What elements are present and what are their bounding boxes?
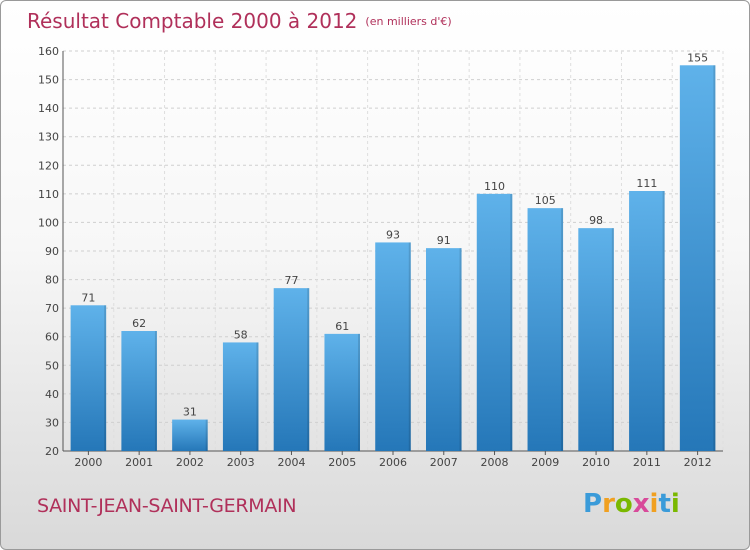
- bar-2002: [172, 419, 208, 451]
- value-label-2003: 58: [234, 328, 248, 341]
- y-tick-label: 130: [38, 131, 59, 144]
- x-tick-label-2003: 2003: [227, 456, 255, 469]
- title-unit: (en milliers d'€): [365, 15, 452, 28]
- x-tick-label-2002: 2002: [176, 456, 204, 469]
- bar-2000: [70, 305, 107, 451]
- bar-edge-2002: [205, 419, 208, 451]
- bar-edge-2005: [358, 333, 360, 451]
- y-tick-label: 150: [38, 74, 59, 87]
- logo-letter: P: [583, 489, 603, 519]
- bar-2001: [121, 331, 157, 451]
- x-tick-label-2006: 2006: [379, 456, 407, 469]
- value-label-2011: 111: [636, 177, 657, 190]
- logo-letter: t: [658, 489, 671, 519]
- bar-edge-2011: [662, 191, 665, 451]
- y-tick-label: 70: [45, 302, 59, 315]
- x-tick-label-2010: 2010: [582, 456, 610, 469]
- bar-2012: [679, 65, 716, 452]
- x-tick-label-2012: 2012: [684, 456, 712, 469]
- logo-letter: i: [649, 489, 659, 519]
- y-tick-label: 40: [45, 388, 59, 401]
- bar-2003: [222, 342, 259, 451]
- bar-edge-2001: [154, 331, 157, 451]
- y-tick-label: 60: [45, 331, 59, 344]
- y-tick-label: 90: [45, 245, 59, 258]
- y-tick-label: 120: [38, 159, 59, 172]
- y-tick-label: 80: [45, 274, 59, 287]
- value-label-2009: 105: [535, 194, 556, 207]
- bar-edge-2007: [459, 248, 462, 451]
- value-label-2010: 98: [589, 214, 603, 227]
- value-label-2005: 61: [335, 320, 349, 333]
- title-text: Résultat Comptable 2000 à 2012: [27, 9, 358, 33]
- bar-edge-2009: [561, 208, 564, 451]
- value-label-2008: 110: [484, 180, 505, 193]
- bars: [70, 65, 716, 452]
- x-tick-label-2001: 2001: [125, 456, 153, 469]
- y-tick-label: 30: [45, 416, 59, 429]
- bar-edge-2003: [256, 342, 259, 451]
- value-label-2012: 155: [687, 51, 708, 64]
- chart-title: Résultat Comptable 2000 à 2012 (en millie…: [27, 9, 452, 33]
- y-tick-label: 100: [38, 216, 59, 229]
- y-tick-label: 110: [38, 188, 59, 201]
- bar-2005: [324, 333, 360, 451]
- x-tick-label-2009: 2009: [531, 456, 559, 469]
- x-tick-label-2000: 2000: [74, 456, 102, 469]
- bar-edge-2000: [104, 305, 107, 451]
- bar-edge-2004: [307, 288, 310, 451]
- value-label-2006: 93: [386, 228, 400, 241]
- value-label-2000: 71: [81, 291, 95, 304]
- bar-edge-2010: [611, 228, 614, 451]
- commune-name: SAINT-JEAN-SAINT-GERMAIN: [37, 495, 297, 517]
- bar-edge-2012: [713, 65, 716, 452]
- bar-2011: [629, 191, 665, 451]
- y-tick-label: 20: [45, 445, 59, 458]
- value-label-2002: 31: [183, 406, 197, 419]
- y-tick-label: 160: [38, 45, 59, 58]
- bar-edge-2006: [408, 242, 411, 451]
- bar-2004: [273, 288, 310, 451]
- bar-2009: [527, 208, 564, 451]
- bar-2006: [375, 242, 411, 451]
- x-tick-label-2004: 2004: [277, 456, 305, 469]
- bar-2007: [426, 248, 462, 451]
- bar-edge-2008: [510, 193, 513, 451]
- logo-letter: o: [614, 489, 633, 519]
- value-label-2001: 62: [132, 317, 146, 330]
- x-tick-label-2011: 2011: [633, 456, 661, 469]
- x-tick-label-2008: 2008: [481, 456, 509, 469]
- logo-letter: r: [602, 489, 615, 519]
- labels: 71 62 31 58 77 61 93 91 110 105 98 111 155: [81, 51, 708, 418]
- value-label-2007: 91: [437, 234, 451, 247]
- logo-letter: x: [632, 489, 650, 519]
- y-tick-label: 50: [45, 359, 59, 372]
- bar-2010: [578, 228, 614, 451]
- bar-2008: [476, 193, 513, 451]
- logo-letter: i: [670, 489, 680, 519]
- proxiti-logo: Proxiti: [583, 489, 680, 519]
- value-label-2004: 77: [284, 274, 298, 287]
- x-tick-label-2005: 2005: [328, 456, 356, 469]
- x-tick-label-2007: 2007: [430, 456, 458, 469]
- y-tick-label: 140: [38, 102, 59, 115]
